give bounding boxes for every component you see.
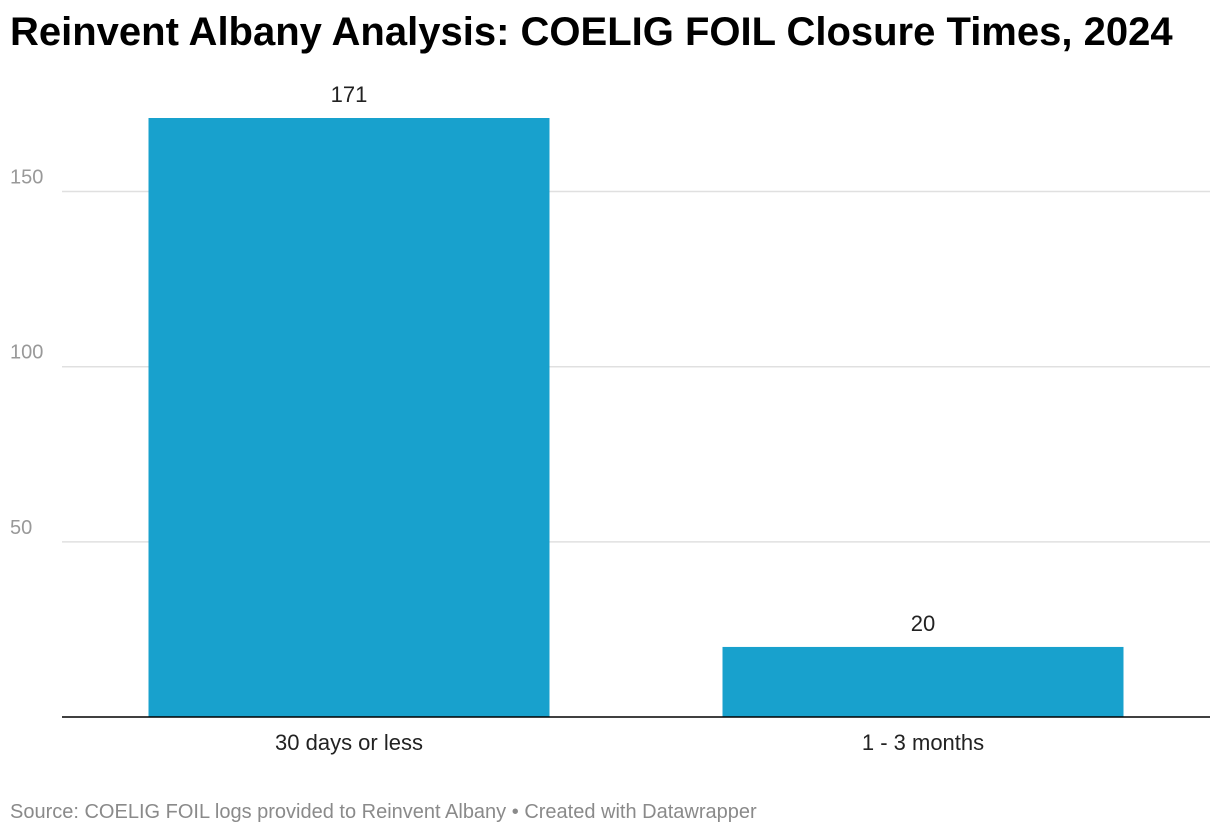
footer: Source: COELIG FOIL logs provided to Rei… [10, 801, 757, 824]
source-note: Source: COELIG FOIL logs provided to Rei… [10, 801, 507, 823]
value-label: 171 [331, 82, 368, 107]
bar [148, 118, 550, 717]
value-label: 20 [911, 611, 935, 636]
y-tick-label: 100 [10, 342, 43, 364]
value-labels: 171 20 [331, 82, 936, 636]
chart-title: Reinvent Albany Analysis: COELIG FOIL Cl… [10, 10, 1173, 54]
footer-separator: • [511, 801, 519, 823]
x-tick-label: 30 days or less [275, 730, 423, 755]
x-tick-label: 1 - 3 months [862, 730, 984, 755]
y-axis-ticks: 50 100 150 [10, 167, 43, 539]
x-axis-ticks: 30 days or less 1 - 3 months [275, 730, 984, 755]
bar [722, 646, 1124, 717]
credit-note: Created with Datawrapper [524, 801, 757, 823]
y-tick-label: 50 [10, 517, 32, 539]
bars [148, 118, 1124, 717]
y-tick-label: 150 [10, 167, 43, 189]
